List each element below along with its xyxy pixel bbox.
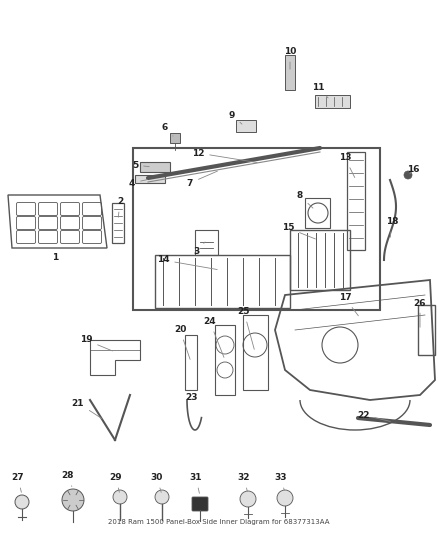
- Text: 3: 3: [193, 242, 205, 256]
- Polygon shape: [140, 162, 170, 172]
- Text: 15: 15: [282, 223, 315, 239]
- Text: 20: 20: [174, 326, 190, 359]
- Polygon shape: [236, 120, 256, 132]
- Text: 30: 30: [151, 473, 163, 492]
- Text: 25: 25: [238, 308, 254, 349]
- Text: 21: 21: [72, 399, 102, 418]
- Polygon shape: [135, 175, 165, 183]
- Text: 2018 Ram 1500 Panel-Box Side Inner Diagram for 68377313AA: 2018 Ram 1500 Panel-Box Side Inner Diagr…: [108, 519, 330, 526]
- Polygon shape: [170, 133, 180, 143]
- Polygon shape: [285, 55, 295, 90]
- Text: 13: 13: [339, 154, 355, 177]
- Text: 18: 18: [386, 217, 398, 237]
- Text: 29: 29: [110, 473, 122, 492]
- Text: 17: 17: [339, 294, 358, 316]
- Circle shape: [277, 490, 293, 506]
- Text: 6: 6: [162, 124, 173, 136]
- Circle shape: [240, 491, 256, 507]
- Text: 5: 5: [132, 160, 149, 169]
- Polygon shape: [315, 95, 350, 108]
- Text: 8: 8: [297, 191, 313, 208]
- FancyBboxPatch shape: [192, 497, 208, 511]
- Text: 22: 22: [357, 410, 390, 422]
- Text: 14: 14: [157, 255, 217, 270]
- Circle shape: [404, 171, 412, 179]
- Text: 24: 24: [204, 318, 224, 358]
- Text: 28: 28: [61, 472, 73, 487]
- Text: 4: 4: [129, 179, 147, 188]
- Text: 7: 7: [187, 171, 217, 188]
- Text: 26: 26: [414, 298, 426, 327]
- Text: 27: 27: [12, 473, 25, 492]
- Text: 19: 19: [80, 335, 113, 351]
- Text: 9: 9: [229, 110, 242, 124]
- Text: 32: 32: [238, 473, 250, 491]
- Text: 1: 1: [52, 248, 58, 262]
- Circle shape: [113, 490, 127, 504]
- Text: 31: 31: [190, 473, 202, 493]
- Circle shape: [155, 490, 169, 504]
- Text: 11: 11: [312, 83, 328, 98]
- Text: 10: 10: [284, 47, 296, 69]
- Text: 33: 33: [275, 473, 287, 490]
- Circle shape: [15, 495, 29, 509]
- Text: 23: 23: [186, 393, 198, 402]
- Text: 12: 12: [192, 149, 257, 163]
- Text: 2: 2: [117, 198, 123, 217]
- Text: 16: 16: [407, 166, 419, 174]
- Circle shape: [62, 489, 84, 511]
